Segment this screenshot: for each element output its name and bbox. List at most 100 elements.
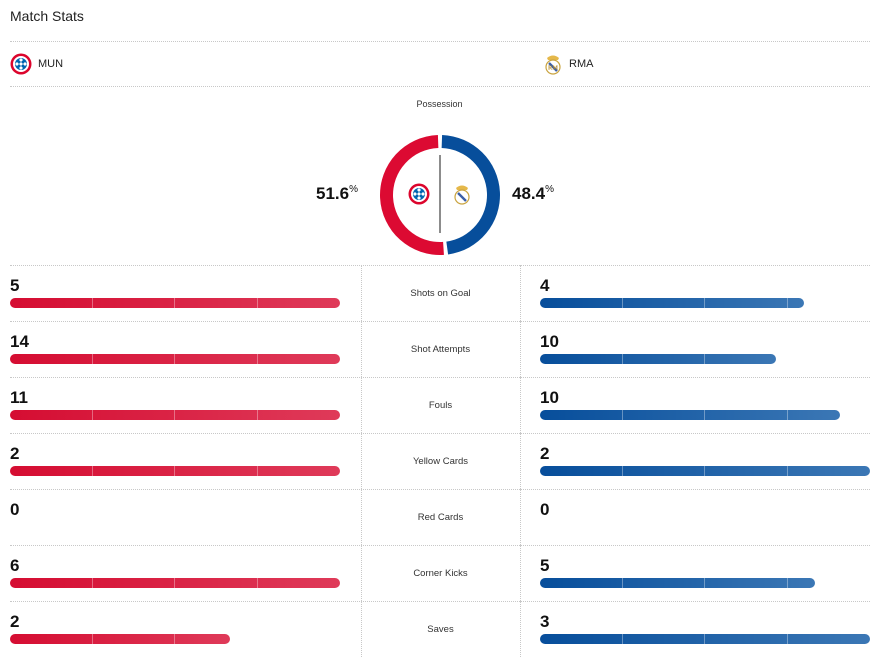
away-stat-value: 3 xyxy=(540,612,550,631)
away-possession-number: 48.4 xyxy=(512,184,546,203)
home-stat-value: 14 xyxy=(10,332,29,351)
away-team[interactable]: RM RMA xyxy=(543,51,593,77)
stat-label: Saves xyxy=(427,624,454,635)
away-stat-bar xyxy=(540,410,870,420)
stat-row: 2 3 Saves xyxy=(0,601,883,657)
column-divider xyxy=(361,321,362,377)
stat-label: Fouls xyxy=(428,400,453,411)
bar-segment-divider xyxy=(622,634,623,644)
home-possession-arc xyxy=(380,135,444,255)
column-divider xyxy=(520,601,521,657)
column-divider xyxy=(520,321,521,377)
donut-home-crest-icon xyxy=(408,183,430,205)
bar-segment-divider xyxy=(92,298,93,308)
home-stat-bar xyxy=(10,298,340,308)
bar-segment-divider xyxy=(622,578,623,588)
column-divider xyxy=(361,545,362,601)
bar-segment-divider xyxy=(704,410,705,420)
home-stat-value: 0 xyxy=(10,500,20,519)
away-stat-value: 2 xyxy=(540,444,550,463)
stat-label: Yellow Cards xyxy=(412,456,469,467)
bayern-crest-icon xyxy=(10,53,32,75)
column-divider xyxy=(361,489,362,545)
bar-segment-divider xyxy=(787,410,788,420)
column-divider xyxy=(361,601,362,657)
bar-segment-divider xyxy=(622,354,623,364)
bar-segment-divider xyxy=(92,410,93,420)
svg-text:RM: RM xyxy=(548,66,558,72)
home-stat-value: 2 xyxy=(10,612,20,631)
away-stat-bar-fill xyxy=(540,354,776,364)
stat-label: Shots on Goal xyxy=(410,288,471,299)
bar-segment-divider xyxy=(622,298,623,308)
home-stat-bar xyxy=(10,354,340,364)
stat-row: 6 5 Corner Kicks xyxy=(0,545,883,601)
bar-segment-divider xyxy=(704,578,705,588)
home-possession-unit: % xyxy=(349,184,358,195)
home-stat-value: 11 xyxy=(10,388,28,407)
away-stat-value: 10 xyxy=(540,332,559,351)
home-possession-number: 51.6 xyxy=(316,184,350,203)
home-team-abbr: MUN xyxy=(38,58,64,70)
bar-segment-divider xyxy=(174,298,175,308)
away-stat-value: 5 xyxy=(540,556,550,575)
stat-label: Corner Kicks xyxy=(413,568,468,579)
away-stat-value: 10 xyxy=(540,388,559,407)
bar-segment-divider xyxy=(92,578,93,588)
home-stat-bar xyxy=(10,522,340,532)
away-team-abbr: RMA xyxy=(569,58,594,70)
away-stat-bar-fill xyxy=(540,634,870,644)
column-divider xyxy=(520,265,521,321)
page-title: Match Stats xyxy=(10,8,84,24)
bar-segment-divider xyxy=(257,410,258,420)
home-team[interactable]: MUN xyxy=(10,51,63,77)
column-divider xyxy=(520,545,521,601)
away-stat-bar-fill xyxy=(540,466,870,476)
bar-segment-divider xyxy=(257,354,258,364)
bar-segment-divider xyxy=(704,466,705,476)
away-stat-bar-fill xyxy=(540,578,815,588)
stat-row: 0 0 Red Cards xyxy=(0,489,883,545)
row-divider xyxy=(10,377,870,378)
donut-away-crest-icon xyxy=(454,185,470,205)
header-divider xyxy=(10,41,870,42)
bar-segment-divider xyxy=(704,354,705,364)
row-divider xyxy=(10,545,870,546)
away-stat-bar-fill xyxy=(540,410,840,420)
bar-segment-divider xyxy=(622,410,623,420)
bar-segment-divider xyxy=(787,298,788,308)
home-possession-value: 51.6% xyxy=(316,184,358,204)
home-stat-bar-fill xyxy=(10,634,231,644)
away-possession-arc xyxy=(441,135,500,255)
column-divider xyxy=(520,489,521,545)
home-stat-value: 6 xyxy=(10,556,20,575)
real-madrid-crest-icon: RM xyxy=(543,53,563,75)
stat-row: 14 10 Shot Attempts xyxy=(0,321,883,377)
bar-segment-divider xyxy=(92,466,93,476)
bar-segment-divider xyxy=(174,578,175,588)
away-stat-bar xyxy=(540,298,870,308)
stat-row: 2 2 Yellow Cards xyxy=(0,433,883,489)
home-stat-bar xyxy=(10,578,340,588)
bar-segment-divider xyxy=(787,578,788,588)
away-stat-bar xyxy=(540,634,870,644)
bar-segment-divider xyxy=(174,466,175,476)
bar-segment-divider xyxy=(257,298,258,308)
home-stat-bar xyxy=(10,634,340,644)
away-stat-value: 4 xyxy=(540,276,550,295)
away-possession-value: 48.4% xyxy=(512,184,554,204)
possession-label: Possession xyxy=(416,99,463,109)
column-divider xyxy=(520,377,521,433)
home-stat-value: 5 xyxy=(10,276,20,295)
stat-row: 5 4 Shots on Goal xyxy=(0,265,883,321)
column-divider xyxy=(520,433,521,489)
bar-segment-divider xyxy=(92,354,93,364)
bar-segment-divider xyxy=(92,634,93,644)
teams-divider xyxy=(10,86,870,87)
bar-segment-divider xyxy=(704,634,705,644)
stat-label: Shot Attempts xyxy=(410,344,471,355)
away-stat-bar xyxy=(540,522,870,532)
home-stat-bar-fill xyxy=(10,298,340,308)
bar-segment-divider xyxy=(787,634,788,644)
possession-donut xyxy=(380,135,500,255)
